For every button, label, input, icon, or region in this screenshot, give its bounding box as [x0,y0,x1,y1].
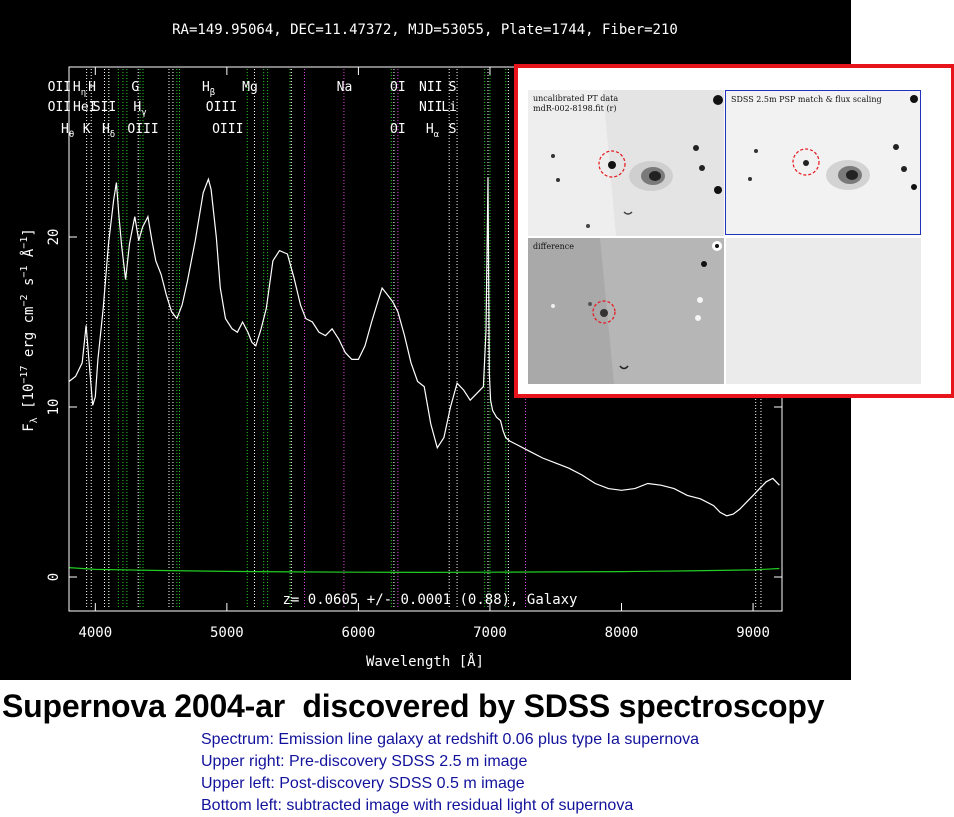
line-label: Hβ [202,80,215,98]
note-bottom-left: Bottom left: subtracted image with resid… [201,797,634,814]
line-label: Hη [73,80,86,98]
line-label: Hδ [102,122,115,140]
y-axis-label: Fλ [10−17 erg cm−2 s−1 Å−1] [19,228,40,432]
image-inset: uncalibrated PT data mdR-002-8198.fit (r… [514,64,954,398]
line-label: NII [419,100,442,115]
note-upper-right: Upper right: Pre-discovery SDSS 2.5 m im… [201,753,528,770]
note-upper-left: Upper left: Post-discovery SDSS 0.5 m im… [201,775,525,792]
line-label: Hθ [61,122,74,140]
line-label: H [88,80,96,95]
line-label: OIII [206,100,237,115]
line-label: K [83,122,91,137]
x-tick-label: 5000 [210,625,244,641]
line-label: G [131,80,139,95]
line-label: OII [48,100,71,115]
x-tick-label: 8000 [605,625,639,641]
line-label: OIII [127,122,158,137]
line-label: Hα [426,122,440,140]
upper-right-image: SDSS 2.5m PSP match & flux scaling [725,90,921,235]
line-label: HeI [73,100,96,115]
line-label: OI [390,122,406,137]
line-label: OI [390,80,406,95]
line-label: Li [441,100,457,115]
line-label: Na [337,80,353,95]
header-text: RA=149.95064, DEC=11.47372, MJD=53055, P… [172,22,678,38]
x-tick-label: 4000 [78,625,112,641]
upper-left-image: uncalibrated PT data mdR-002-8198.fit (r… [528,90,724,236]
y-tick-label: 0 [46,573,62,581]
upper-right-image-label: SDSS 2.5m PSP match & flux scaling [731,95,882,104]
line-label: NII [419,80,442,95]
lower-right-blank [726,238,921,384]
error-series [68,567,780,574]
x-axis-label: Wavelength [Å] [366,653,484,670]
line-label: S [449,80,457,95]
headline: Supernova 2004-ar discovered by SDSS spe… [2,688,825,724]
x-tick-label: 9000 [736,625,770,641]
lower-left-image-label: difference [533,242,575,251]
line-label: SII [93,100,116,115]
y-tick-label: 10 [46,399,62,416]
line-label: S [449,122,457,137]
line-label: Mg [242,80,258,95]
line-label: OII [48,80,71,95]
x-tick-label: 7000 [473,625,507,641]
y-tick-label: 20 [46,229,62,246]
caption-notes: Spectrum: Emission line galaxy at redshi… [201,729,699,817]
upper-left-image-label: uncalibrated PT data mdR-002-8198.fit (r… [533,94,619,113]
x-tick-label: 6000 [342,625,376,641]
line-label: Hγ [133,100,146,118]
redshift-annotation: z= 0.0605 +/- 0.0001 (0.88), Galaxy [282,592,577,608]
lower-left-image: difference [528,238,724,384]
line-label: OIII [212,122,243,137]
note-spectrum: Spectrum: Emission line galaxy at redshi… [201,731,700,748]
flux-series [68,177,780,517]
